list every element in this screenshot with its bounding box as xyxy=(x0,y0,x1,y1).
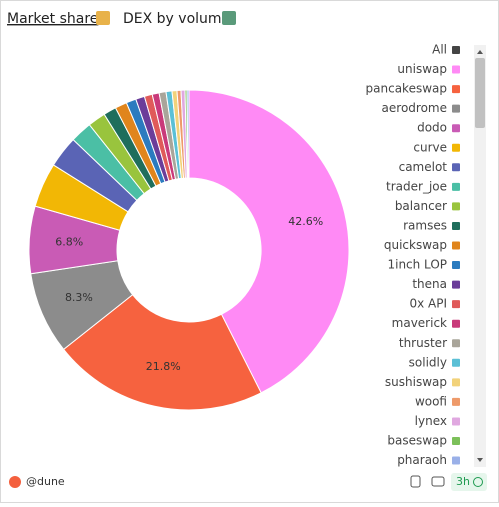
legend-label: dodo xyxy=(417,121,447,135)
data-label: 8.3% xyxy=(65,291,93,304)
legend-label: solidly xyxy=(409,355,447,369)
legend-swatch xyxy=(452,143,460,152)
scrollbar-track[interactable] xyxy=(474,45,486,467)
legend-swatch xyxy=(452,456,460,465)
legend-label: aerodrome xyxy=(382,101,447,115)
slice xyxy=(188,89,350,394)
legend-label: sushiswap xyxy=(385,375,447,389)
legend-label: All xyxy=(432,43,447,57)
title-icon xyxy=(96,11,110,25)
link-icon[interactable] xyxy=(410,475,421,488)
legend-label: lynex xyxy=(415,414,447,428)
legend-label: uniswap xyxy=(397,62,447,76)
scroll-up[interactable] xyxy=(477,50,483,54)
data-label: 21.8% xyxy=(146,360,181,373)
legend-swatch xyxy=(452,417,460,426)
legend-label: thruster xyxy=(399,336,447,350)
data-label: 6.8% xyxy=(55,235,83,248)
legend-label: 1inch LOP xyxy=(387,258,447,272)
slice xyxy=(62,294,262,411)
legend-label: trader_joe xyxy=(386,179,447,193)
scrollbar-thumb[interactable] xyxy=(475,58,485,128)
chart-subtitle: DEX by volume xyxy=(123,11,230,27)
legend-label: baseswap xyxy=(387,434,447,448)
legend-label: pharaoh xyxy=(397,453,447,467)
scroll-down[interactable] xyxy=(477,458,483,462)
legend-swatch xyxy=(452,104,460,113)
legend-swatch xyxy=(452,261,460,270)
footer-age: 3h xyxy=(456,475,470,488)
subtitle-icon xyxy=(222,11,236,25)
legend-swatch xyxy=(452,65,460,74)
legend-swatch xyxy=(452,46,460,54)
legend-label: woofi xyxy=(415,394,447,408)
legend-label: thena xyxy=(412,277,447,291)
footer-brand[interactable]: @dune xyxy=(26,475,65,488)
legend-swatch xyxy=(452,182,460,191)
legend-swatch xyxy=(452,358,460,367)
legend-swatch xyxy=(452,241,460,250)
legend-label: 0x API xyxy=(409,297,447,311)
camera-icon[interactable] xyxy=(431,476,445,487)
legend-label: balancer xyxy=(395,199,447,213)
slice xyxy=(186,89,190,179)
legend-swatch xyxy=(452,202,460,211)
legend-swatch xyxy=(452,437,460,445)
legend-label: quickswap xyxy=(384,238,447,252)
legend-label: maverick xyxy=(392,316,447,330)
legend-swatch xyxy=(452,339,460,348)
legend-swatch xyxy=(452,124,460,133)
check-icon xyxy=(473,477,483,487)
legend-label: camelot xyxy=(399,160,448,174)
legend-swatch xyxy=(452,300,460,309)
legend-swatch xyxy=(452,85,460,94)
legend-swatch xyxy=(452,319,460,328)
chart-title[interactable]: Market share xyxy=(7,11,98,27)
legend-swatch xyxy=(452,221,460,230)
legend-swatch xyxy=(452,397,460,406)
legend-label: pancakeswap xyxy=(366,82,447,96)
dune-logo xyxy=(9,476,21,488)
legend-swatch xyxy=(452,280,460,289)
legend-swatch xyxy=(452,378,460,387)
legend-label: curve xyxy=(413,140,447,154)
legend-label: ramses xyxy=(403,218,447,232)
data-label: 42.6% xyxy=(288,215,323,228)
legend-swatch xyxy=(452,163,460,172)
